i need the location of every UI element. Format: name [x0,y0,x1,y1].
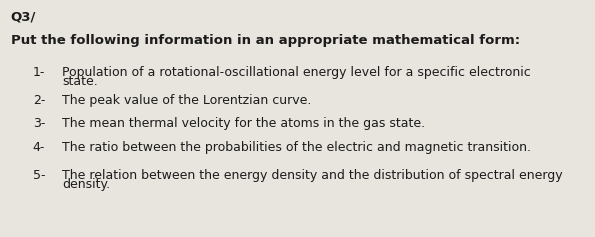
Text: The relation between the energy density and the distribution of spectral energy: The relation between the energy density … [62,169,563,182]
Text: 3-: 3- [33,117,45,130]
Text: The peak value of the Lorentzian curve.: The peak value of the Lorentzian curve. [62,94,312,107]
Text: 1-: 1- [33,66,45,79]
Text: Population of a rotational-oscillational energy level for a specific electronic: Population of a rotational-oscillational… [62,66,531,79]
Text: The mean thermal velocity for the atoms in the gas state.: The mean thermal velocity for the atoms … [62,117,425,130]
Text: state.: state. [62,75,98,88]
Text: Put the following information in an appropriate mathematical form:: Put the following information in an appr… [11,34,520,47]
Text: 5-: 5- [33,169,45,182]
Text: 4-: 4- [33,141,45,154]
Text: 2-: 2- [33,94,45,107]
Text: density.: density. [62,178,111,191]
Text: Q3/: Q3/ [11,11,36,24]
Text: The ratio between the probabilities of the electric and magnetic transition.: The ratio between the probabilities of t… [62,141,531,154]
